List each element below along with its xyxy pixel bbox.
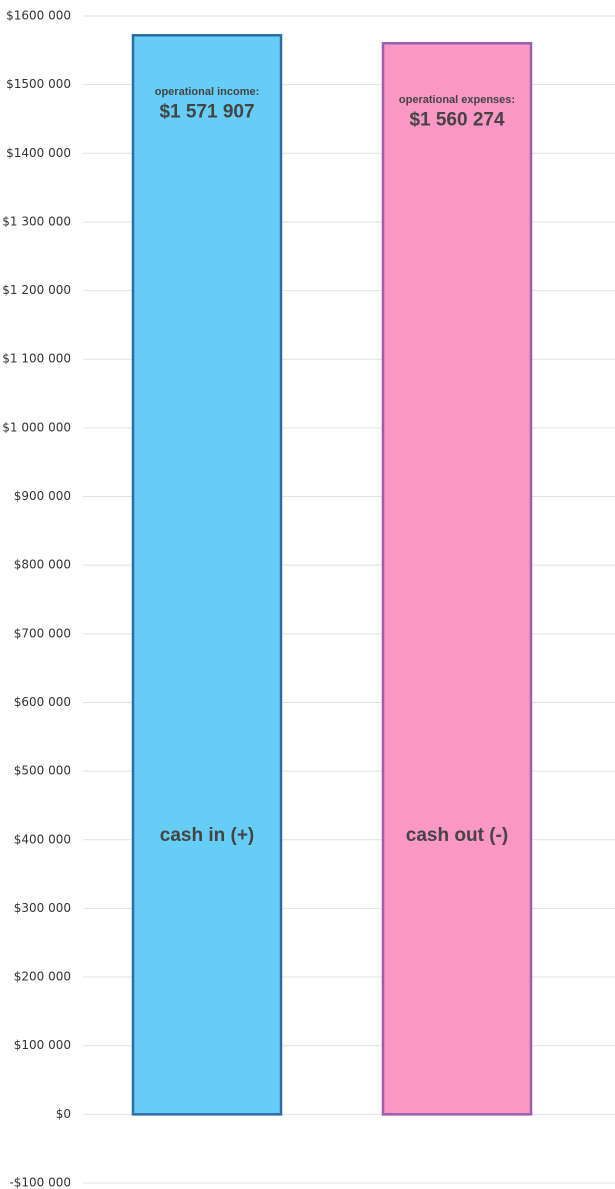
y-tick-label: -$100 000: [9, 1176, 71, 1189]
y-tick-label: $200 000: [14, 970, 71, 984]
y-tick-label: $1400 000: [6, 146, 71, 160]
y-tick-label: $400 000: [14, 832, 71, 846]
category-label: cash in (+): [160, 825, 255, 846]
y-tick-label: $0: [56, 1107, 71, 1121]
bar-annotation: operational expenses:: [399, 94, 515, 106]
bar: [381, 42, 533, 1116]
y-tick-label: $900 000: [14, 489, 71, 503]
y-tick-label: $1 000 000: [2, 420, 71, 434]
value-label: $1 560 274: [409, 109, 505, 130]
y-tick-label: $1600 000: [6, 9, 71, 23]
y-tick-label: $1500 000: [6, 77, 71, 91]
value-label: $1 571 907: [159, 101, 254, 122]
y-tick-label: $100 000: [14, 1038, 71, 1052]
category-label: cash out (-): [406, 825, 508, 846]
y-tick-label: $300 000: [14, 901, 71, 915]
y-tick-label: $800 000: [14, 558, 71, 572]
y-tick-label: $1 300 000: [2, 214, 71, 228]
y-tick-label: $700 000: [14, 626, 71, 640]
bar-annotation: operational income:: [155, 86, 260, 98]
bar: [131, 34, 283, 1116]
y-tick-label: $600 000: [14, 695, 71, 709]
y-tick-label: $500 000: [14, 764, 71, 778]
y-tick-label: $1 200 000: [2, 283, 71, 297]
y-tick-label: $1 100 000: [2, 352, 71, 366]
